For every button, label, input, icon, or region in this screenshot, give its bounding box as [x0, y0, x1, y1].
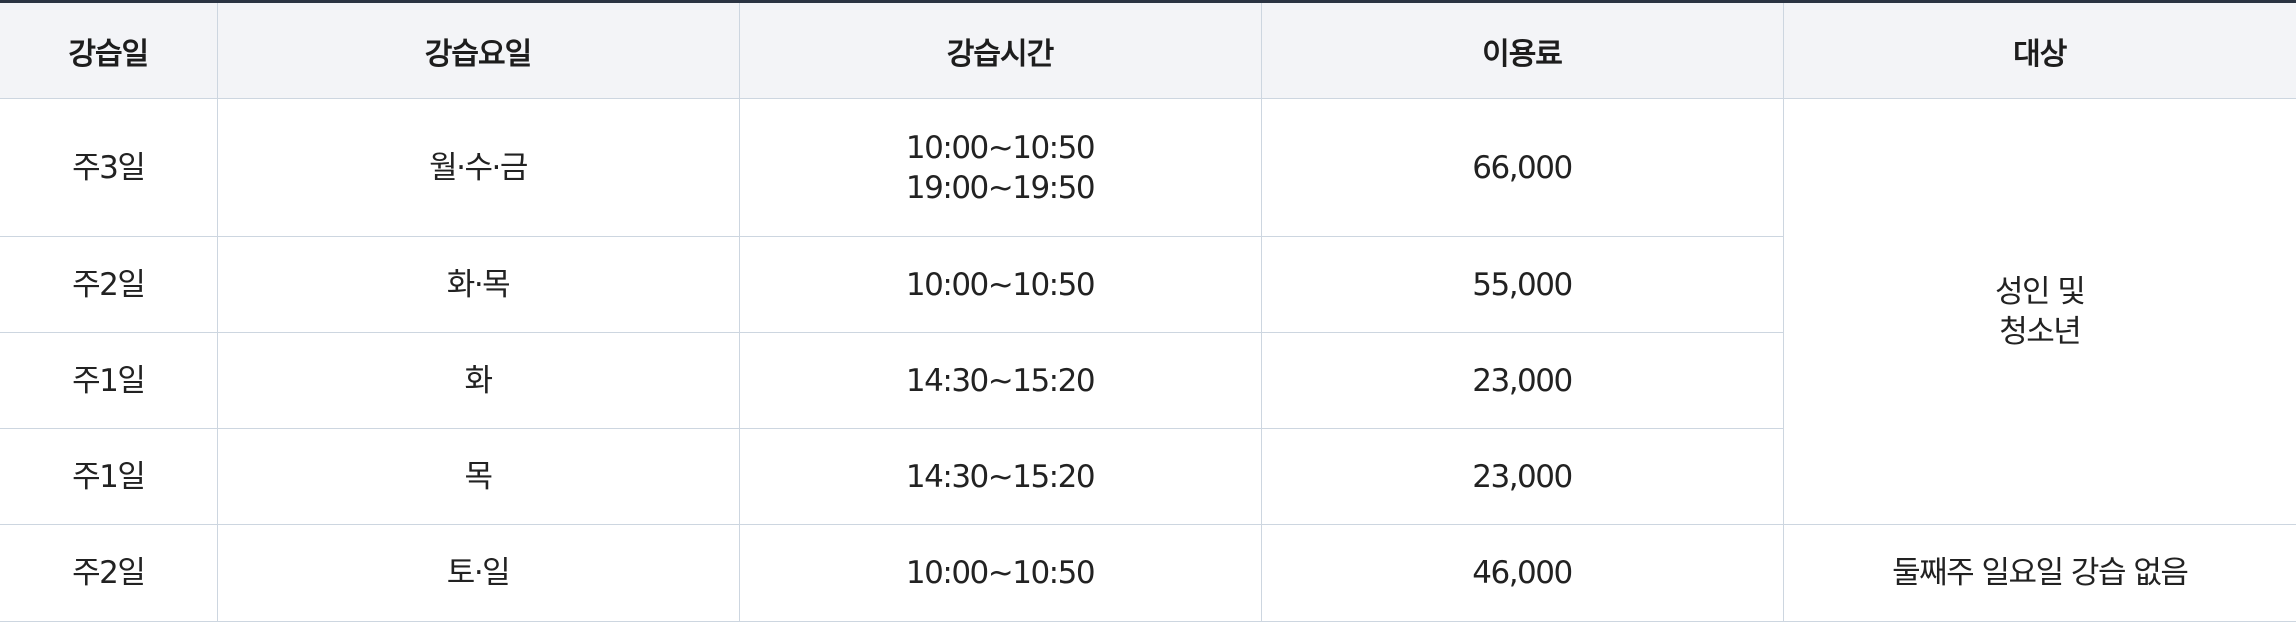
cell-days: 주2일 — [0, 236, 218, 333]
header-class-time: 강습시간 — [738, 1, 1262, 99]
cell-fee: 23,000 — [1260, 428, 1783, 525]
cell-weekdays: 토·일 — [216, 524, 740, 622]
header-target: 대상 — [1782, 1, 2296, 99]
cell-weekdays: 목 — [216, 428, 740, 525]
schedule-table-container: 강습일 강습요일 강습시간 이용료 대상 주3일 월·수·금 10:00~10:… — [0, 0, 2296, 622]
cell-weekdays: 월·수·금 — [216, 98, 740, 237]
schedule-table: 강습일 강습요일 강습시간 이용료 대상 주3일 월·수·금 10:00~10:… — [0, 0, 2296, 622]
cell-fee: 55,000 — [1260, 236, 1783, 333]
cell-fee: 46,000 — [1260, 524, 1784, 622]
cell-time: 10:00~10:50 19:00~19:50 — [738, 98, 1262, 237]
cell-weekdays: 화 — [216, 332, 740, 429]
time-line: 19:00~19:50 — [905, 169, 1096, 206]
target-line: 성인 및 — [1995, 273, 2086, 310]
cell-fee: 23,000 — [1260, 332, 1783, 429]
table-row: 주1일 화 14:30~15:20 23,000 — [0, 332, 2296, 429]
cell-days: 주2일 — [0, 524, 218, 622]
time-line: 10:00~10:50 — [905, 129, 1096, 166]
table-row: 주2일 토·일 10:00~10:50 46,000 둘째주 일요일 강습 없음 — [0, 524, 2296, 622]
cell-time: 10:00~10:50 — [738, 524, 1262, 622]
cell-days: 주1일 — [0, 428, 218, 525]
table-header-row: 강습일 강습요일 강습시간 이용료 대상 — [0, 1, 2296, 99]
table-row: 주3일 월·수·금 10:00~10:50 19:00~19:50 66,000… — [0, 98, 2296, 525]
cell-time: 14:30~15:20 — [738, 428, 1262, 525]
cell-target: 성인 및 청소년 — [1782, 98, 2296, 525]
table-row: 주1일 목 14:30~15:20 23,000 — [0, 428, 2296, 525]
cell-days: 주1일 — [0, 332, 218, 429]
cell-days: 주3일 — [0, 98, 218, 237]
target-line: 청소년 — [1999, 313, 2082, 350]
cell-time: 10:00~10:50 — [738, 236, 1262, 333]
cell-weekdays: 화·목 — [216, 236, 740, 333]
header-fee: 이용료 — [1260, 1, 1784, 99]
header-class-weekdays: 강습요일 — [216, 1, 740, 99]
header-class-days: 강습일 — [0, 1, 218, 99]
table-row: 주2일 화·목 10:00~10:50 55,000 — [0, 236, 2296, 333]
cell-time: 14:30~15:20 — [738, 332, 1262, 429]
cell-target-note: 둘째주 일요일 강습 없음 — [1782, 524, 2296, 622]
cell-fee: 66,000 — [1260, 98, 1784, 237]
